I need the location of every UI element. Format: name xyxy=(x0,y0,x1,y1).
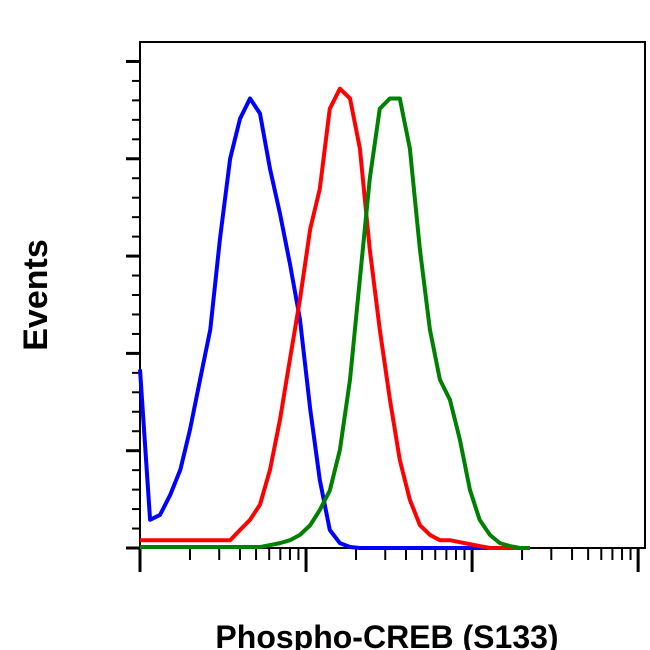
y-axis-label: Events xyxy=(17,239,55,351)
histogram-line xyxy=(138,96,530,550)
x-axis-label: Phospho-CREB (S133) xyxy=(215,619,558,650)
histogram-line xyxy=(140,96,530,550)
histogram-line xyxy=(140,86,530,550)
